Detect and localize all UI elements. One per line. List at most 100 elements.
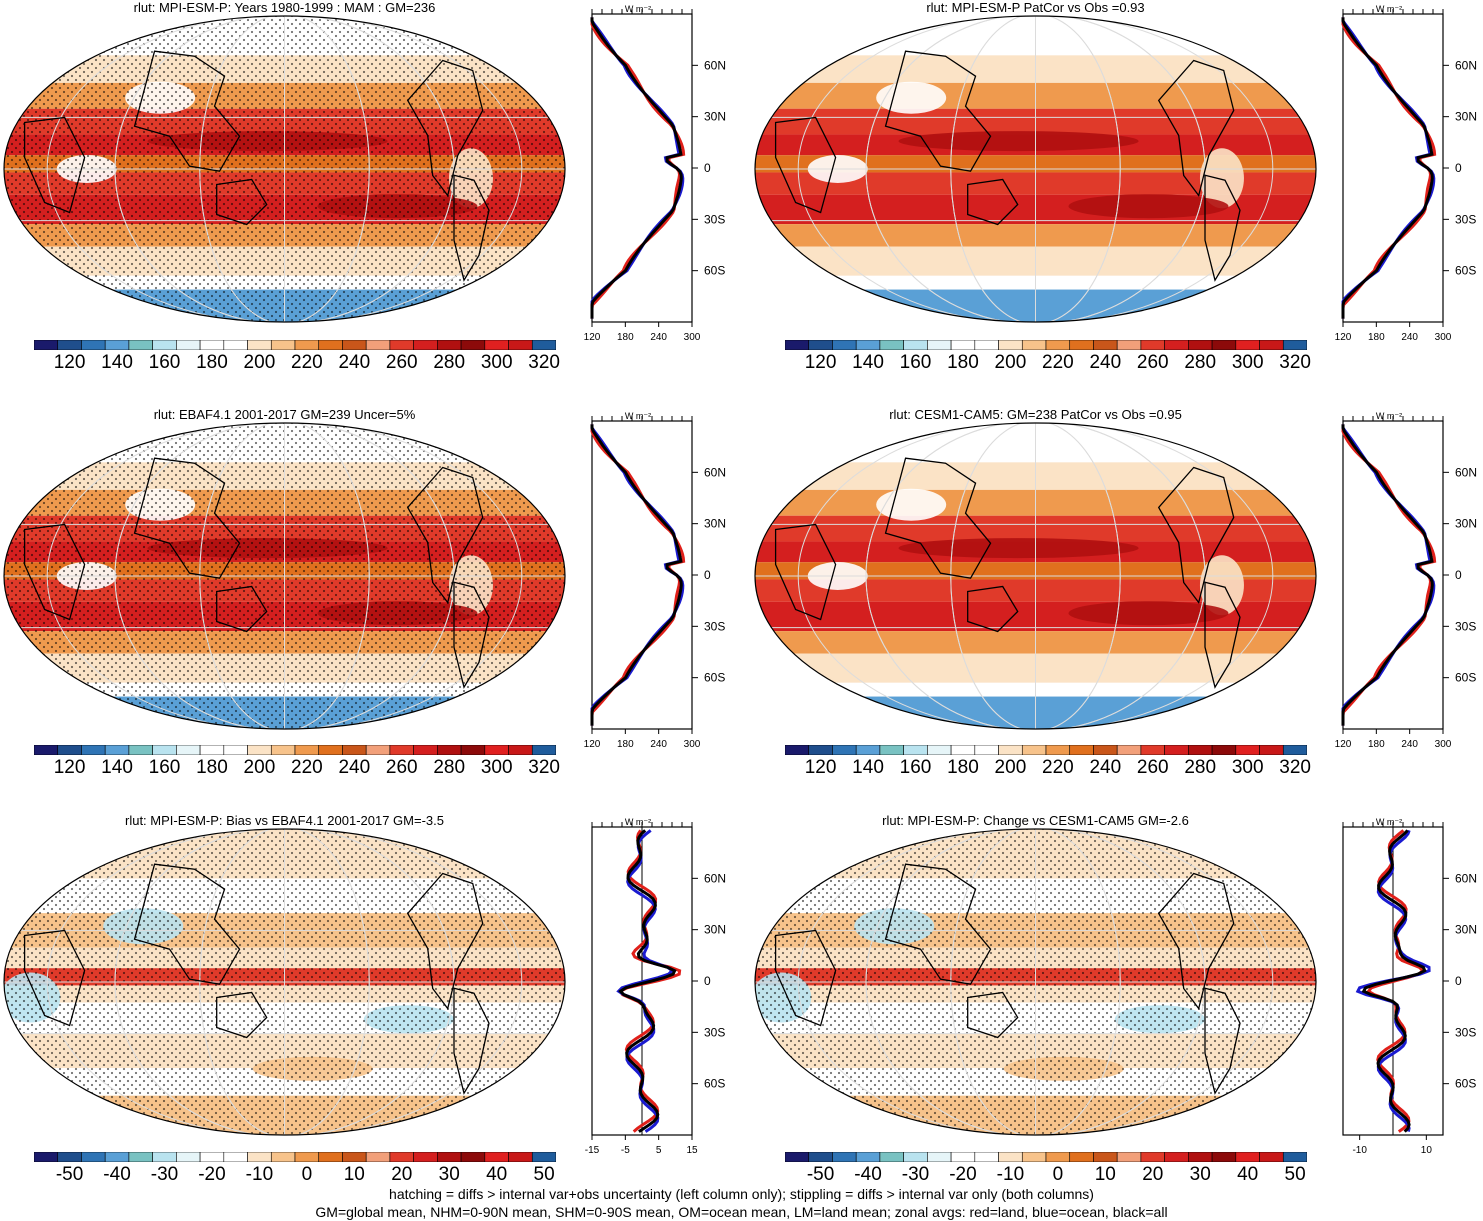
colorbar-swatch: [1164, 1152, 1189, 1162]
colorbar-swatch: [808, 340, 833, 350]
colorbar-swatch: [879, 745, 904, 755]
colorbar-swatch: [484, 1152, 509, 1162]
colorbar-swatch: [879, 1152, 904, 1162]
zonal-x-label: 300: [684, 332, 701, 343]
zonal-profile: W m⁻² 60N 30N 0 30S 60S 120 180 240 300: [1335, 411, 1477, 750]
zonal-lat-label: 30S: [704, 212, 725, 226]
zonal-lat-label: 30N: [1455, 517, 1477, 531]
colorbar-swatch: [1093, 340, 1118, 350]
coastline: [967, 991, 1019, 1039]
zonal-line-land: [1341, 424, 1437, 726]
colorbar-tick-label: 300: [1231, 352, 1264, 373]
map-feature: [876, 488, 947, 521]
graticule-line: [199, 423, 370, 729]
colorbar-swatch: [176, 745, 201, 755]
map-feature: [1068, 194, 1229, 219]
colorbar-swatch: [34, 745, 59, 755]
colorbar-tick-label: 280: [433, 757, 466, 778]
colorbar-tick-label: 0: [301, 1164, 313, 1185]
colorbar-swatch: [974, 745, 999, 755]
map-title: rlut: MPI-ESM-P: Bias vs EBAF4.1 2001-20…: [125, 813, 444, 828]
colorbar-tick-label: 160: [148, 352, 181, 373]
colorbar-swatch: [294, 745, 320, 755]
colorbar-tick-label: 200: [243, 757, 276, 778]
map-plot: [754, 422, 1317, 730]
colorbar-swatch: [1259, 1152, 1284, 1162]
colorbar-swatch: [128, 340, 153, 350]
colorbar-swatch: [389, 745, 414, 755]
colorbar-swatch: [152, 340, 177, 350]
zonal-line-all: [1341, 424, 1434, 726]
colorbar-swatch: [879, 340, 904, 350]
colorbar-tick-label: 20: [391, 1164, 413, 1185]
colorbar-swatch: [437, 340, 462, 350]
colorbar-swatch: [460, 340, 486, 350]
colorbar-tick-label: 180: [947, 757, 979, 778]
colorbar-swatch: [1188, 1152, 1213, 1162]
coastline: [133, 50, 241, 172]
coastline: [406, 872, 484, 1010]
zonal-lat-label: 60N: [704, 871, 726, 885]
zonal-line-ocean: [590, 424, 685, 726]
zonal-lat-label: 0: [1455, 974, 1462, 988]
colorbar-swatch: [57, 745, 82, 755]
map-feature: [1068, 601, 1229, 626]
colorbar-swatch: [785, 340, 810, 350]
zonal-lat-label: 60S: [704, 264, 725, 278]
colorbar-tick-label: 140: [852, 757, 884, 778]
colorbar-swatch: [950, 1152, 976, 1162]
colorbar-swatch: [1021, 340, 1047, 350]
colorbar-swatch: [1211, 1152, 1237, 1162]
colorbar-tick-label: 280: [1184, 757, 1217, 778]
colorbar-swatch: [531, 1152, 556, 1162]
colorbar-tick-label: 260: [385, 352, 418, 373]
zonal-unit-label: W m⁻²: [625, 411, 651, 421]
zonal-x-label: 180: [1368, 332, 1385, 343]
graticule-line: [199, 16, 370, 322]
colorbar-swatch: [998, 1152, 1023, 1162]
colorbar-tick-label: 10: [343, 1164, 365, 1185]
coastline: [1157, 872, 1235, 1010]
colorbar-tick-label: 180: [947, 352, 979, 373]
map-title: rlut: MPI-ESM-P: Years 1980-1999 : MAM :…: [133, 0, 436, 15]
colorbar-tick-label: -30: [901, 1164, 930, 1185]
zonal-profile: W m⁻² 60N 30N 0 30S 60S -10 10: [1342, 817, 1477, 1156]
colorbar-swatch: [974, 1152, 999, 1162]
colorbar-labels: -50 -40 -30 -20 -10 0 10 20 30 40 50: [34, 1164, 556, 1188]
colorbar-swatch: [176, 340, 201, 350]
zonal-line-all: [1361, 829, 1427, 1133]
zonal-lat-label: 60N: [1455, 465, 1477, 479]
zonal-line-all: [618, 829, 677, 1133]
coastline: [216, 178, 268, 226]
colorbar-swatch: [1140, 340, 1165, 350]
zonal-x-label: 180: [1368, 739, 1385, 750]
colorbar-swatch: [1069, 745, 1094, 755]
colorbar-tick-label: 240: [338, 352, 371, 373]
coastline: [453, 987, 490, 1095]
colorbar-swatch: [832, 745, 857, 755]
zonal-line-ocean: [1341, 17, 1436, 319]
coastline: [1204, 174, 1241, 282]
zonal-profile: W m⁻² 60N 30N 0 30S 60S 120 180 240 300: [584, 411, 726, 750]
zonal-x-label: 300: [1435, 332, 1452, 343]
zonal-lat-label: 60N: [1455, 58, 1477, 72]
colorbar-tick-label: 300: [480, 757, 513, 778]
zonal-line-all: [590, 424, 683, 726]
colorbar-swatch: [294, 1152, 320, 1162]
coastline: [133, 457, 241, 579]
colorbar-tick-label: 240: [1089, 757, 1122, 778]
colorbar-swatch: [152, 1152, 177, 1162]
zonal-unit-label: W m⁻²: [625, 817, 651, 827]
zonal-lat-label: 60S: [1455, 671, 1476, 685]
colorbar-tick-label: 200: [243, 352, 276, 373]
colorbar-tick-label: 140: [852, 352, 884, 373]
zonal-x-label: 240: [650, 332, 667, 343]
map-title: rlut: EBAF4.1 2001-2017 GM=239 Uncer=5%: [153, 407, 416, 422]
colorbar-swatch: [247, 745, 272, 755]
colorbar-tick-label: 10: [1094, 1164, 1116, 1185]
coastline: [23, 929, 86, 1027]
map-border: [3, 422, 566, 730]
zonal-line-all: [1341, 17, 1434, 319]
colorbar-swatch: [223, 340, 248, 350]
map-title: rlut: MPI-ESM-P PatCor vs Obs =0.93: [926, 0, 1145, 15]
